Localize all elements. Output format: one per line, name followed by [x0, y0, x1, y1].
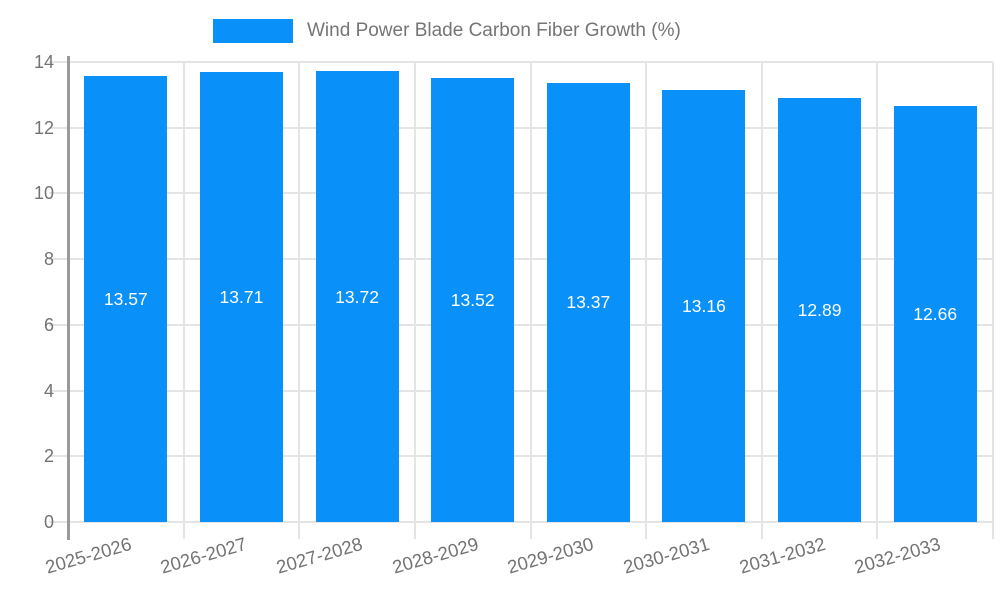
bar-value-label: 13.52: [450, 289, 495, 310]
y-axis-tick: [49, 455, 67, 458]
bar-value-label: 13.16: [682, 295, 726, 316]
bar: [893, 106, 977, 522]
x-tick-label: 2026-2027: [158, 533, 250, 578]
y-tick-label: 4: [43, 380, 54, 401]
legend-item[interactable]: Wind Power Blade Carbon Fiber Growth (%): [213, 19, 681, 43]
bar: [84, 76, 168, 522]
bar-value-label: 13.72: [335, 286, 379, 307]
y-axis-tick: [49, 323, 67, 326]
x-axis-tick: [298, 522, 301, 539]
gridline-vertical: [876, 62, 879, 522]
bar-value-label: 13.71: [219, 286, 264, 307]
x-axis-tick: [876, 522, 879, 539]
y-axis-tick: [49, 61, 67, 63]
x-tick-label: 2031-2032: [736, 533, 828, 578]
x-tick-label: 2028-2029: [389, 533, 481, 578]
gridline-vertical: [413, 62, 416, 522]
x-axis-tick: [182, 522, 185, 539]
y-tick-label: 6: [43, 314, 54, 335]
y-axis-tick: [49, 521, 67, 523]
x-tick-label: 2030-2031: [620, 533, 712, 578]
plot-area: 0 2 4 6 8 10 12 14 13.57 2025-2026 13.71 2026-2027 1…: [34, 52, 994, 578]
y-tick-label: 2: [43, 446, 54, 467]
bar: [315, 71, 399, 522]
y-tick-label: 10: [33, 183, 54, 204]
bar-value-label: 13.37: [566, 292, 611, 313]
legend-swatch: [213, 19, 293, 43]
gridline-vertical: [645, 62, 648, 522]
x-tick-label: 2029-2030: [505, 533, 597, 578]
legend-label: Wind Power Blade Carbon Fiber Growth (%): [307, 20, 681, 41]
bar: [778, 98, 862, 522]
bar: [431, 77, 515, 522]
gridline-vertical: [529, 62, 532, 522]
x-axis-tick: [645, 522, 648, 539]
y-axis-tick: [49, 192, 67, 195]
gridline-vertical: [182, 62, 185, 522]
x-axis-tick: [992, 522, 994, 539]
x-axis-tick: [529, 522, 532, 539]
x-tick-label: 2027-2028: [274, 533, 365, 578]
bar: [662, 89, 746, 522]
x-tick-label: 2032-2033: [852, 533, 943, 578]
y-tick-label: 8: [43, 249, 54, 270]
gridline-vertical: [992, 62, 994, 522]
y-axis-line: [67, 56, 70, 540]
y-tick-label: 0: [43, 512, 54, 532]
gridline-vertical: [298, 62, 301, 522]
x-tick-label: 2025-2026: [42, 533, 134, 578]
y-axis-tick: [49, 389, 67, 392]
x-axis-tick: [413, 522, 416, 539]
gridline-vertical: [760, 62, 763, 522]
bar: [199, 71, 283, 522]
bar: [546, 82, 630, 522]
y-tick-label: 14: [33, 52, 54, 72]
y-tick-label: 12: [33, 117, 54, 138]
bar-value-label: 13.57: [103, 289, 148, 310]
y-axis-tick: [49, 126, 67, 129]
y-axis-tick: [49, 258, 67, 261]
x-axis-tick: [760, 522, 763, 539]
bar-value-label: 12.89: [797, 300, 842, 321]
bar-value-label: 12.66: [913, 304, 958, 324]
